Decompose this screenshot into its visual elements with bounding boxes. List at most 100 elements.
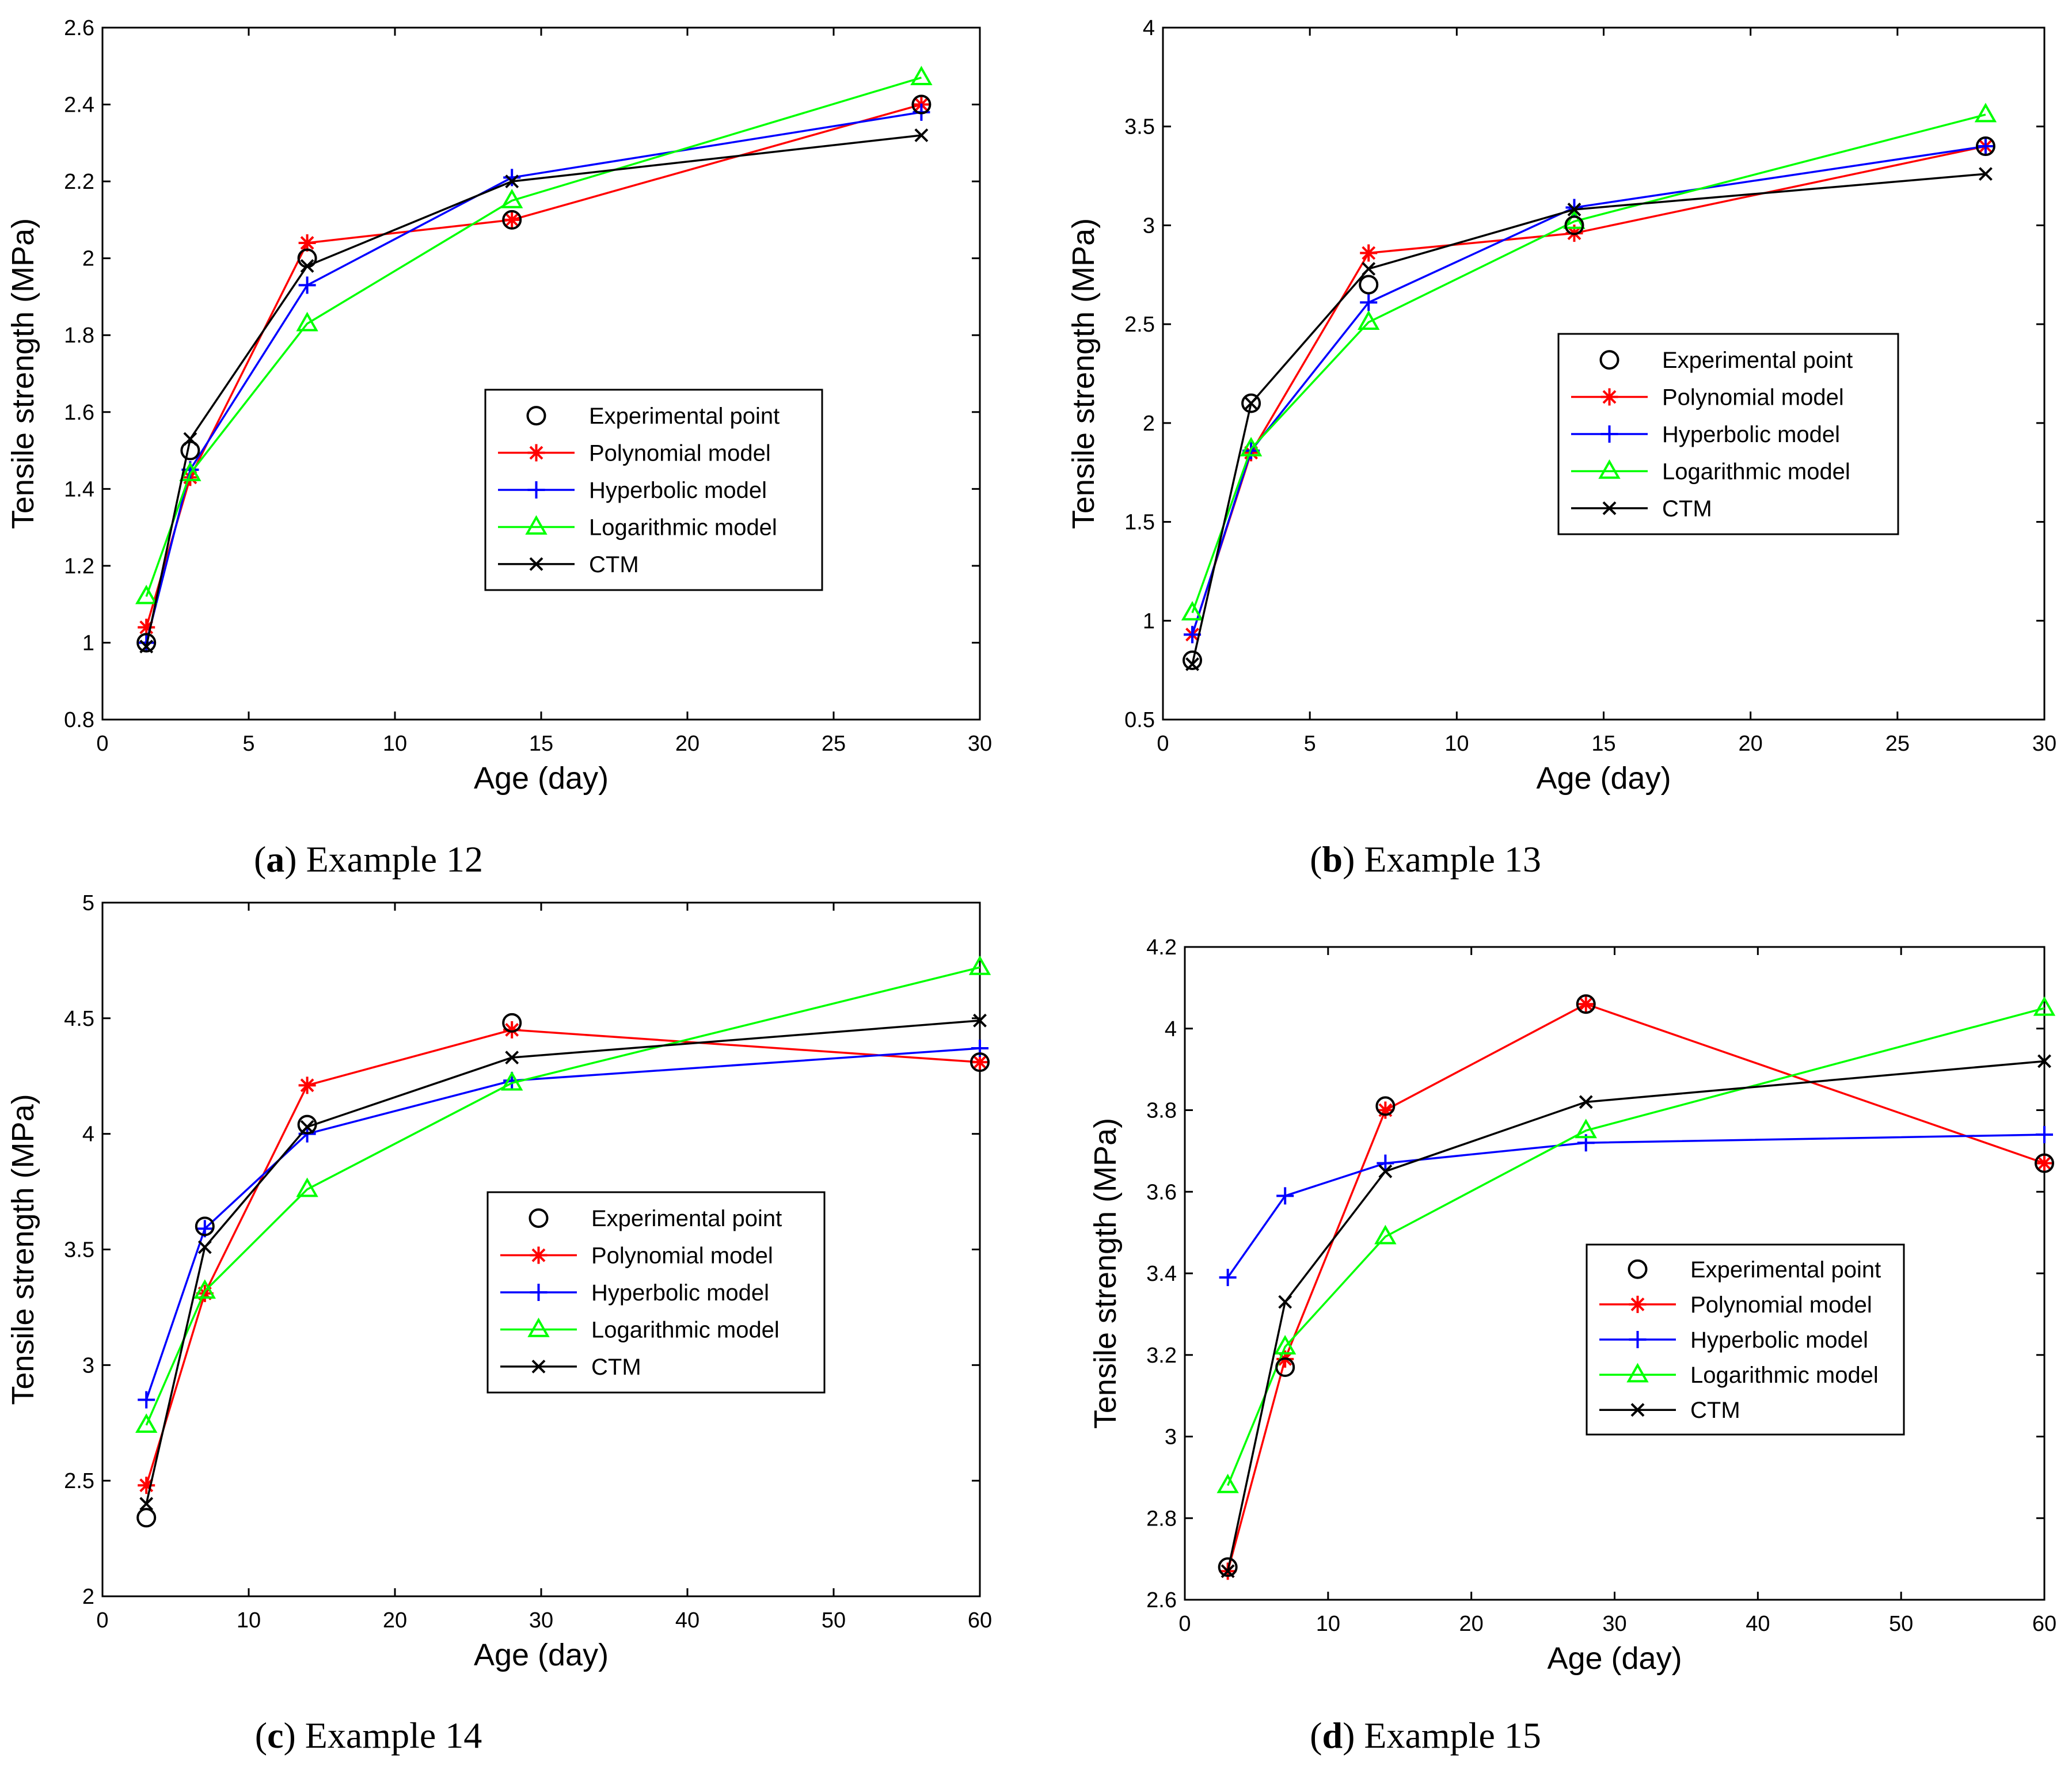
- data-point-triangle: [1216, 1473, 1239, 1493]
- x-tick-label: 10: [1316, 1612, 1340, 1636]
- caption-letter: c: [267, 1715, 283, 1756]
- legend-item: Logarithmic model: [1599, 1363, 1879, 1388]
- legend-label: CTM: [1662, 496, 1712, 522]
- data-point-circle: [502, 210, 522, 230]
- data-point-circle: [1576, 994, 1596, 1014]
- y-tick-label: 3: [1143, 214, 1155, 238]
- y-tick-label: 2.8: [1146, 1506, 1177, 1531]
- legend-marker-triangle: [1598, 459, 1621, 479]
- legend-label: Logarithmic model: [1690, 1363, 1879, 1388]
- x-tick-label: 40: [1746, 1612, 1770, 1636]
- x-tick-label: 10: [383, 732, 407, 756]
- series-experimental: [1183, 136, 1995, 670]
- series-experimental: [136, 94, 932, 653]
- x-axis-label: Age (day): [474, 761, 609, 796]
- data-point-plus: [1276, 1187, 1294, 1205]
- data-point-x: [1979, 167, 1993, 181]
- legend-label: Experimental point: [1662, 348, 1853, 373]
- series-line: [1191, 113, 1986, 614]
- data-point-triangle: [135, 584, 158, 604]
- legend-marker-star: [1600, 388, 1618, 406]
- legend-item: Experimental point: [526, 404, 780, 429]
- data-point-x: [1567, 203, 1581, 216]
- y-axis-label: Tensile strength (MPa): [1066, 218, 1101, 529]
- legend-marker-plus: [527, 481, 545, 499]
- data-point-circle: [970, 1052, 990, 1072]
- caption-paren-open: (: [1310, 839, 1322, 880]
- legend-item: Experimental point: [529, 1206, 782, 1231]
- data-point-x: [505, 174, 519, 189]
- x-tick-label: 0: [96, 732, 108, 756]
- caption-paren-open: (: [255, 1715, 267, 1756]
- data-point-star: [138, 618, 155, 636]
- legend-item: Polynomial model: [500, 1243, 773, 1269]
- data-point-star: [298, 1076, 316, 1094]
- series-experimental: [1218, 994, 2054, 1577]
- y-tick-label: 3.2: [1146, 1344, 1177, 1368]
- caption-letter: a: [266, 839, 284, 880]
- legend-label: CTM: [589, 552, 639, 577]
- series-logarithmic: [135, 66, 933, 604]
- y-tick-label: 2.2: [64, 170, 94, 194]
- caption-paren-open: (: [254, 839, 266, 880]
- x-tick-label: 50: [822, 1608, 846, 1633]
- series-logarithmic: [1181, 102, 1997, 621]
- data-point-star: [1377, 1101, 1394, 1119]
- data-point-triangle: [296, 1177, 318, 1197]
- caption-text: ) Example 14: [283, 1715, 482, 1756]
- y-tick-label: 3.5: [64, 1238, 94, 1262]
- legend-label: Hyperbolic model: [1662, 422, 1840, 447]
- data-point-plus: [298, 276, 316, 294]
- legend-item: Polynomial model: [498, 441, 771, 466]
- data-point-triangle: [1575, 1119, 1597, 1139]
- legend-label: Logarithmic model: [589, 515, 777, 540]
- legend-label: Experimental point: [591, 1206, 782, 1231]
- x-tick-label: 15: [529, 732, 553, 756]
- caption-paren-open: (: [1310, 1715, 1322, 1756]
- legend-item: Experimental point: [1628, 1257, 1881, 1283]
- legend-marker-plus: [530, 1284, 548, 1301]
- data-point-triangle: [1181, 600, 1204, 621]
- x-tick-label: 5: [242, 732, 254, 756]
- y-tick-label: 5: [82, 891, 94, 915]
- legend-marker-plus: [1629, 1331, 1647, 1348]
- data-point-x: [505, 1051, 519, 1065]
- y-tick-label: 3.5: [1124, 115, 1155, 139]
- y-tick-label: 1.8: [64, 324, 94, 348]
- y-tick-label: 2.5: [1124, 313, 1155, 337]
- series-ctm: [1185, 167, 1993, 671]
- legend-label: Polynomial model: [589, 441, 771, 466]
- data-point-circle: [136, 1508, 157, 1528]
- data-point-circle: [911, 94, 932, 115]
- legend-label: Polynomial model: [591, 1243, 773, 1269]
- data-point-triangle: [1563, 210, 1586, 229]
- x-tick-label: 25: [822, 732, 846, 756]
- data-point-triangle: [501, 188, 523, 208]
- x-tick-label: 20: [675, 732, 699, 756]
- data-point-circle: [297, 1114, 317, 1135]
- data-point-plus: [138, 1391, 155, 1409]
- x-tick-label: 30: [1602, 1612, 1626, 1636]
- data-point-plus: [1360, 294, 1378, 311]
- data-point-circle: [2035, 1153, 2054, 1173]
- legend-item: Logarithmic model: [1571, 459, 1850, 484]
- legend: Experimental point Polynomial model Hyperb…: [1586, 1243, 1905, 1436]
- y-axis-label: Tensile strength (MPa): [6, 218, 40, 529]
- y-tick-label: 1.6: [64, 401, 94, 425]
- y-tick-label: 1.4: [64, 477, 94, 501]
- legend-label: Hyperbolic model: [589, 478, 767, 503]
- x-axis-label: Age (day): [1547, 1641, 1682, 1676]
- legend-label: Logarithmic model: [591, 1317, 780, 1342]
- y-tick-label: 1.5: [1124, 511, 1155, 535]
- legend-label: Logarithmic model: [1662, 459, 1850, 484]
- y-axis-label: Tensile strength (MPa): [6, 1094, 40, 1405]
- x-tick-label: 5: [1304, 732, 1316, 756]
- series-experimental: [136, 1013, 990, 1528]
- data-point-plus: [1976, 138, 1994, 155]
- chart-panel-a: 0 5 10 15 20 25 30 0.8 1 1.2 1.4 1.6 1.8 2 2.2 2.4 2.6 Ag…: [6, 16, 992, 880]
- x-tick-label: 20: [1459, 1612, 1484, 1636]
- chart-panel-d: 0 10 20 30 40 50 60 2.6 2.8 3 3.2 3.4 3.6 3.8 4 4.2 Age …: [1088, 935, 2056, 1756]
- data-point-triangle: [179, 462, 202, 481]
- data-point-triangle: [968, 955, 991, 975]
- y-tick-label: 0.8: [64, 708, 94, 732]
